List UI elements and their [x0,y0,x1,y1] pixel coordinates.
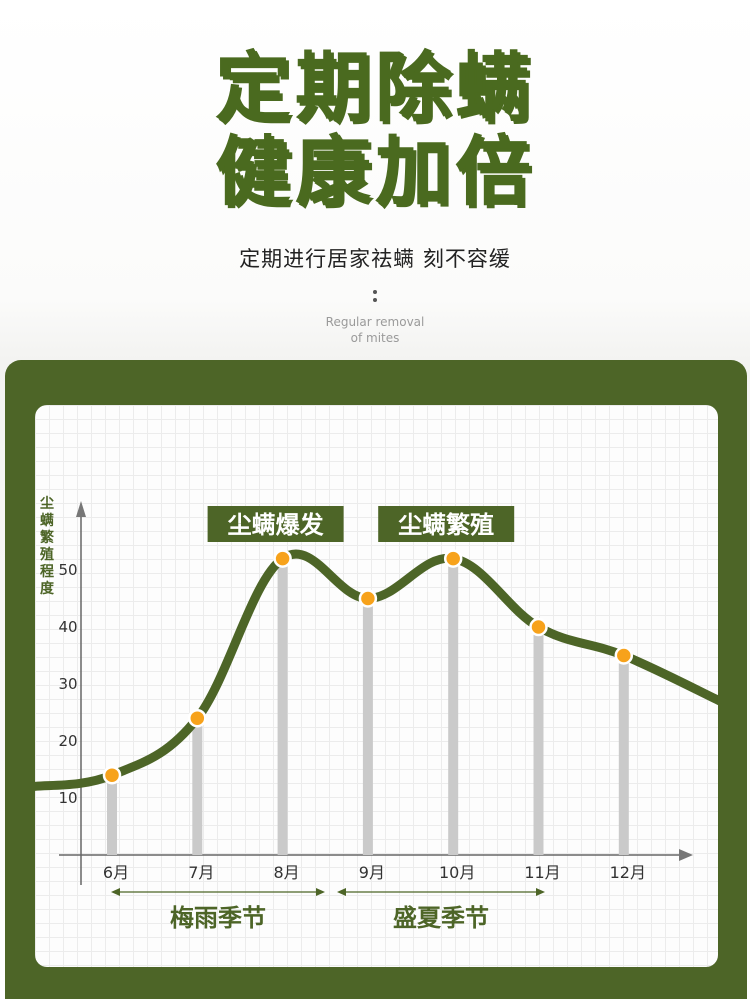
data-point [273,549,292,568]
x-tick-label: 10月 [439,863,475,882]
chart-panel: 尘螨繁殖程度 10 20 30 40 50 尘螨爆发 尘螨繁殖 6月 7月 8月 9月 10月 11月 12… [35,405,718,967]
value-bar [533,627,544,855]
y-tick-label: 10 [58,789,77,807]
x-tick-label: 11月 [524,863,560,882]
season-range-arrow-right [536,888,545,896]
y-tick-label: 40 [58,618,77,636]
y-tick-label: 30 [58,675,77,693]
y-axis-label-char: 螨 [40,512,54,529]
data-point [529,617,548,637]
season-range-arrow-left [111,888,120,896]
y-axis-label-char: 程 [40,564,54,580]
x-tick-label: 12月 [610,863,646,882]
divider-dots [373,290,377,302]
x-tick-label: 9月 [359,863,385,882]
english-caption-line-1: Regular removal [325,315,425,329]
x-axis-arrow [679,849,693,861]
y-axis-label-char: 殖 [39,546,54,563]
season-label: 盛夏季节 [393,904,489,932]
value-bar [448,558,459,855]
trend-line [35,549,718,791]
callout-box [378,506,515,542]
english-caption: Regular removal of mites [0,314,750,346]
x-tick-label: 6月 [103,863,129,882]
x-tick-label: 7月 [188,863,214,882]
data-point [614,646,634,665]
y-axis-label-char: 繁 [39,529,55,546]
headline-line-1: 定期除螨 [215,43,535,132]
data-point [358,589,378,608]
x-tick-label: 8月 [274,863,300,882]
value-bar [277,558,288,855]
subtitle: 定期进行居家祛螨 刻不容缓 [239,247,511,271]
english-caption-line-2: of mites [350,331,400,345]
data-point [188,708,207,728]
season-label: 梅雨季节 [170,904,266,932]
value-bar [192,718,203,855]
season-range-arrow-left [337,888,346,896]
value-bar [362,598,373,855]
headline-line-2: 健康加倍 [215,127,535,216]
value-bar [618,655,629,855]
callout-box [207,506,344,542]
y-tick-label: 50 [58,561,77,579]
callout-label: 尘螨爆发 [228,511,324,539]
data-point [102,765,122,785]
y-axis-label-char: 度 [40,580,55,597]
y-axis-arrow [76,501,86,517]
season-range-arrow-right [316,888,325,896]
data-point [443,549,463,568]
y-axis-label-char: 尘 [40,496,54,512]
value-bar [107,775,117,855]
callout-label: 尘螨繁殖 [398,511,494,539]
y-tick-label: 20 [58,732,77,750]
